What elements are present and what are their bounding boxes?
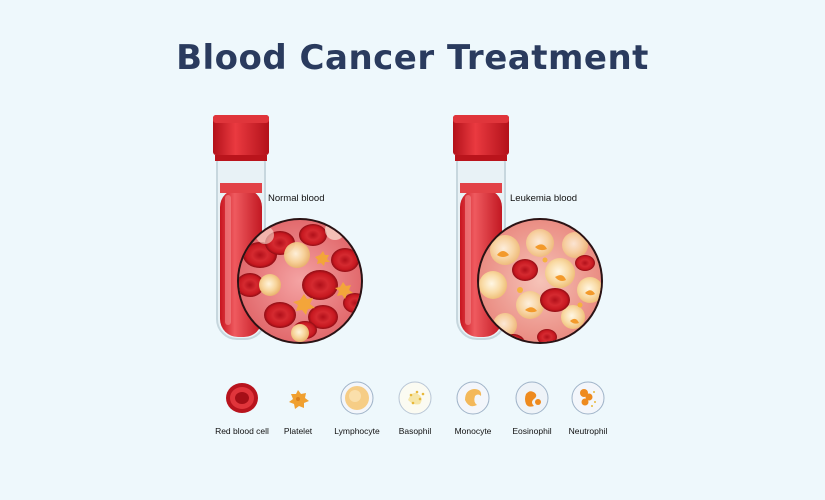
legend-item-lymphocyte: Lymphocyte xyxy=(312,380,402,436)
legend-label: Eosinophil xyxy=(512,426,552,436)
lymphocyte-icon xyxy=(340,381,374,415)
magnified-view xyxy=(477,218,603,344)
legend-label: Platelet xyxy=(283,426,313,436)
legend-item-eosinophil: Eosinophil xyxy=(487,380,577,436)
leukemia-blood-illustration xyxy=(453,115,603,344)
legend-item-monocyte: Monocyte xyxy=(428,380,518,436)
legend-label: Lymphocyte xyxy=(334,426,380,436)
basophil-icon xyxy=(398,381,432,415)
normal-blood-illustration xyxy=(213,115,363,344)
monocyte-icon xyxy=(456,381,490,415)
legend-item-neutrophil: Neutrophil xyxy=(543,380,633,436)
tube-cap xyxy=(453,115,509,161)
legend-label: Basophil xyxy=(398,426,432,436)
cell-legend: Red blood cell Platelet Lymphocyte Basop… xyxy=(0,380,825,460)
legend-item-platelet: Platelet xyxy=(253,380,343,436)
legend-item-basophil: Basophil xyxy=(370,380,460,436)
legend-label: Monocyte xyxy=(454,426,492,436)
legend-item-red-blood-cell: Red blood cell xyxy=(197,380,287,436)
leukemia-blood-label: Leukemia blood xyxy=(510,193,578,204)
leukemia-blood-figure: Leukemia blood xyxy=(450,105,780,355)
legend-label: Red blood cell xyxy=(215,426,269,436)
normal-blood-figure: Normal blood xyxy=(205,105,535,355)
eosinophil-icon xyxy=(515,381,549,415)
magnified-view xyxy=(237,218,363,344)
normal-blood-label: Normal blood xyxy=(268,193,325,204)
legend-label: Neutrophil xyxy=(568,426,608,436)
neutrophil-icon xyxy=(571,381,605,415)
red-blood-cell-icon xyxy=(226,383,258,413)
platelet-icon xyxy=(289,390,309,409)
tube-cap xyxy=(213,115,269,161)
page-title: Blood Cancer Treatment xyxy=(176,38,649,78)
